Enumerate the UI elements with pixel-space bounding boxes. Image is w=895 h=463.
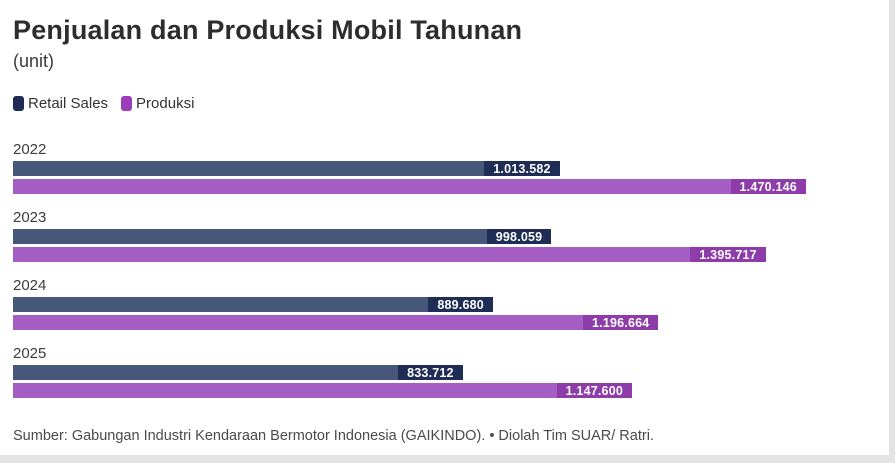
- legend-swatch-icon: [121, 95, 133, 111]
- year-label: 2023: [13, 209, 47, 227]
- legend: Retail Sales Produksi: [13, 95, 876, 112]
- bar-group-2024: 2024 889.680 1.196.664: [13, 277, 876, 331]
- legend-label: Produksi: [136, 94, 195, 112]
- bar-retail-sales-2022: 1.013.582: [13, 161, 560, 177]
- year-label: 2024: [13, 277, 47, 295]
- legend-label: Retail Sales: [28, 94, 109, 112]
- legend-item-retail-sales: Retail Sales: [13, 95, 108, 112]
- bar-value-label: 1.147.600: [556, 383, 633, 399]
- year-label: 2025: [13, 345, 47, 363]
- bar-produksi-2023: 1.395.717: [13, 247, 766, 263]
- year-label: 2022: [13, 141, 47, 159]
- bar-row: 1.196.664: [13, 315, 876, 331]
- bar-group-2025: 2025 833.712 1.147.600: [13, 345, 876, 399]
- bar-retail-sales-2023: 998.059: [13, 229, 552, 245]
- bar-produksi-2022: 1.470.146: [13, 179, 806, 195]
- source-note: Sumber: Gabungan Industri Kendaraan Berm…: [13, 428, 654, 445]
- bar-row: 1.395.717: [13, 247, 876, 263]
- bar-row: 998.059: [13, 229, 876, 245]
- bar-value-label: 998.059: [486, 229, 552, 245]
- bar-retail-sales-2025: 833.712: [13, 365, 463, 381]
- chart-title: Penjualan dan Produksi Mobil Tahunan: [13, 15, 523, 45]
- bar-row: 1.470.146: [13, 179, 876, 195]
- bar-row: 1.013.582: [13, 161, 876, 177]
- chart-subtitle: (unit): [13, 51, 55, 72]
- bar-value-label: 1.196.664: [583, 315, 659, 331]
- legend-item-produksi: Produksi: [121, 95, 194, 112]
- bar-value-label: 833.712: [398, 365, 463, 381]
- bar-row: 833.712: [13, 365, 876, 381]
- bar-chart: 2022 1.013.582 1.470.146 2023 998.059 1.395.7…: [13, 141, 876, 399]
- bar-row: 1.147.600: [13, 383, 876, 399]
- bar-value-label: 1.013.582: [484, 161, 560, 177]
- bar-value-label: 1.470.146: [730, 179, 806, 195]
- chart-content: Penjualan dan Produksi Mobil Tahunan (un…: [13, 15, 876, 445]
- bar-group-2023: 2023 998.059 1.395.717: [13, 209, 876, 263]
- bar-value-label: 1.395.717: [690, 247, 766, 263]
- legend-swatch-icon: [13, 95, 24, 111]
- bar-group-2022: 2022 1.013.582 1.470.146: [13, 141, 876, 195]
- bar-produksi-2024: 1.196.664: [13, 315, 659, 331]
- bar-retail-sales-2024: 889.680: [13, 297, 493, 313]
- bar-value-label: 889.680: [428, 297, 493, 313]
- bar-row: 889.680: [13, 297, 876, 313]
- bar-produksi-2025: 1.147.600: [13, 383, 633, 399]
